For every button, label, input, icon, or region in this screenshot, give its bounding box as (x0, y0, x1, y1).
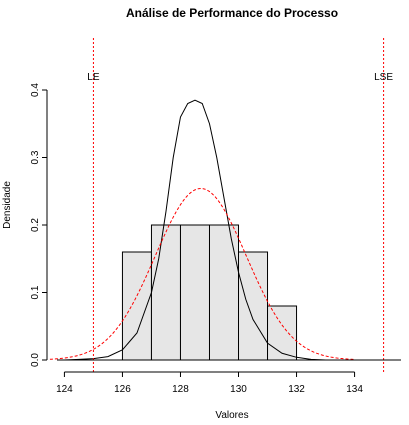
x-tick-label-4: 132 (288, 384, 305, 395)
histogram-bar-6 (267, 305, 298, 361)
x-tick-label-3: 130 (230, 384, 247, 395)
histogram-bar-5 (238, 251, 269, 361)
histogram-bar-4 (208, 224, 240, 361)
x-axis-label: Valores (215, 410, 248, 421)
axes: 0.0 0.1 0.2 0.3 0.4 124 126 128 130 132 134 (30, 83, 401, 395)
y-tick-label-2: 0.2 (30, 218, 41, 232)
curves (49, 99, 355, 361)
y-tick-label-3: 0.3 (30, 150, 41, 164)
x-tick-label-1: 126 (114, 384, 131, 395)
x-tick-label-0: 124 (56, 384, 73, 395)
y-tick-label-4: 0.4 (30, 83, 41, 97)
chart-title: Análise de Performance do Processo (126, 6, 338, 20)
normal-curve (49, 187, 355, 360)
spec-limits: LE LSE (87, 38, 393, 372)
density-curve (64, 99, 341, 361)
x-tick-label-2: 128 (172, 384, 189, 395)
histogram-bar-2 (150, 224, 181, 361)
y-axis-label-group: Densidade (2, 181, 13, 229)
y-tick-label-1: 0.1 (30, 285, 41, 299)
spec-limit-label-le: LE (87, 72, 100, 83)
histogram-bar-3 (179, 224, 210, 361)
y-axis-label: Densidade (2, 181, 13, 229)
spec-limit-label-lse: LSE (374, 72, 393, 83)
y-tick-label-0: 0.0 (30, 353, 41, 367)
histogram-bars (121, 224, 298, 361)
x-tick-label-5: 134 (346, 384, 363, 395)
